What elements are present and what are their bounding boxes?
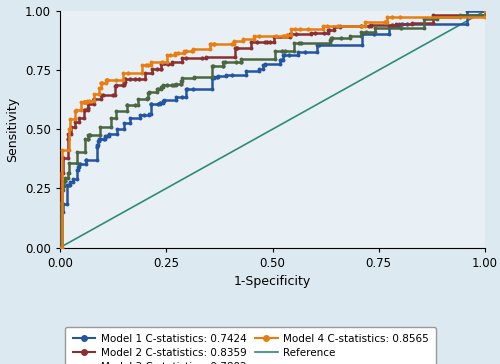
X-axis label: 1-Specificity: 1-Specificity — [234, 275, 311, 288]
Legend: Model 1 C-statistics: 0.7424, Model 2 C-statistics: 0.8359, Model 3 C-statistics: Model 1 C-statistics: 0.7424, Model 2 C-… — [65, 327, 436, 364]
Y-axis label: Sensitivity: Sensitivity — [6, 97, 20, 162]
